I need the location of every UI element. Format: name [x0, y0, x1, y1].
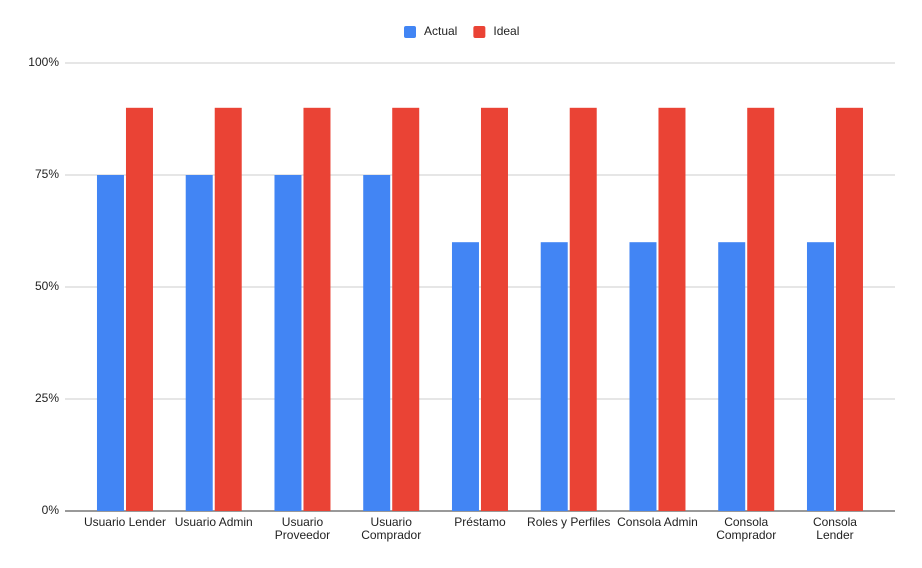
bar [718, 242, 746, 511]
x-tick-label: Consola Comprador [716, 515, 776, 542]
x-tick-label: Roles y Perfiles [527, 515, 610, 529]
legend-swatch [473, 26, 486, 38]
bar [185, 175, 213, 511]
x-tick-label: Usuario Comprador [361, 515, 421, 542]
bar [658, 107, 686, 512]
y-tick-label: 75% [35, 167, 59, 181]
bar [303, 107, 331, 512]
bar [569, 107, 597, 512]
x-tick-label: Usuario Proveedor [275, 515, 330, 542]
y-tick-label: 25% [35, 391, 59, 405]
x-tick-label: Consola Lender [813, 515, 857, 542]
y-tick-label: 100% [28, 55, 59, 69]
bar [835, 107, 863, 512]
legend-label: Ideal [493, 24, 519, 38]
y-tick-label: 50% [35, 279, 59, 293]
bar [806, 242, 834, 511]
bar [747, 107, 775, 512]
bar [540, 242, 568, 511]
bar [274, 175, 302, 511]
legend-label: Actual [424, 24, 457, 38]
x-tick-label: Préstamo [454, 515, 506, 529]
bar [480, 107, 508, 512]
bar [392, 107, 420, 512]
bar [629, 242, 657, 511]
bar [214, 107, 242, 512]
bar [451, 242, 479, 511]
bar [363, 175, 391, 511]
x-tick-label: Consola Admin [617, 515, 698, 529]
legend-swatch [404, 26, 416, 38]
x-tick-label: Usuario Admin [175, 515, 253, 529]
x-tick-label: Usuario Lender [84, 515, 166, 529]
bar [96, 175, 124, 511]
bar [125, 107, 153, 512]
y-tick-label: 0% [42, 503, 60, 517]
